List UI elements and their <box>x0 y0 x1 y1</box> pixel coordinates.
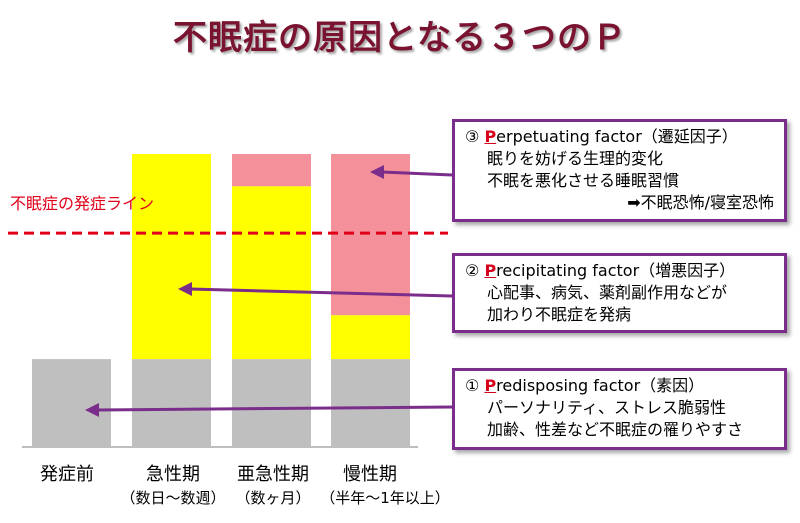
arrow-perpetuating <box>381 170 453 177</box>
category-note-chronic: （半年～1年以上） <box>320 489 450 507</box>
annotation-precipitating: ② Precipitating factor（増悪因子） 心配事、病気、薬剤副作… <box>452 253 787 333</box>
bar-chronic-precipitating <box>331 315 410 360</box>
arrow-precipitating <box>189 287 453 298</box>
annotation-perpetuating-marker: ③ <box>465 127 480 146</box>
bar-acute-predisposing <box>132 359 211 447</box>
category-label-chronic: 慢性期 <box>343 464 397 485</box>
annotation-predisposing: ① Predisposing factor（素因） パーソナリティ、ストレス脆弱… <box>452 368 787 450</box>
arrow-predisposing <box>96 405 453 412</box>
annotation-predisposing-letter: P <box>484 376 497 395</box>
bar-subacute-precipitating <box>232 186 311 360</box>
annotation-precipitating-marker: ② <box>465 261 480 280</box>
annotation-precipitating-name: recipitating factor（増悪因子） <box>496 261 736 280</box>
bar-subacute-predisposing <box>232 359 311 447</box>
threshold-label: 不眠症の発症ライン <box>10 194 155 213</box>
annotation-predisposing-line-1: パーソナリティ、ストレス脆弱性 <box>487 398 727 417</box>
annotation-precipitating-line-1: 心配事、病気、薬剤副作用などが <box>487 283 728 302</box>
annotation-perpetuating-heading: ③ Perpetuating factor（遷延因子） <box>465 126 774 148</box>
category-label-acute: 急性期 <box>146 464 200 485</box>
annotation-perpetuating-line-3: ➡不眠恐怖/寝室恐怖 <box>627 193 774 212</box>
annotation-precipitating-letter: P <box>484 261 497 280</box>
category-label-subacute: 亜急性期 <box>237 464 309 485</box>
bar-pre-predisposing <box>32 359 111 447</box>
annotation-predisposing-name: redisposing factor（素因） <box>496 376 705 395</box>
bar-subacute-perpetuating <box>232 154 311 187</box>
annotation-perpetuating-letter: P <box>484 127 497 146</box>
arrowhead-perpetuating <box>370 165 384 179</box>
annotation-precipitating-heading: ② Precipitating factor（増悪因子） <box>465 260 774 282</box>
annotation-predisposing-line-2: 加齢、性差など不眠症の罹りやすさ <box>487 420 744 439</box>
arrowhead-predisposing <box>85 403 99 417</box>
annotation-perpetuating-line-2: 不眠を悪化させる睡眠習慣 <box>487 171 680 190</box>
page-title: 不眠症の原因となる３つのＰ <box>173 18 627 58</box>
annotation-precipitating-line-2: 加わり不眠症を発病 <box>487 305 632 324</box>
arrowhead-precipitating <box>178 282 192 296</box>
category-label-pre: 発症前 <box>40 464 94 485</box>
annotation-perpetuating: ③ Perpetuating factor（遷延因子） 眠りを妨げる生理的変化 … <box>452 119 787 222</box>
annotation-predisposing-heading: ① Predisposing factor（素因） <box>465 375 774 397</box>
bar-chronic-predisposing <box>331 359 410 447</box>
annotation-perpetuating-name: erpetuating factor（遷延因子） <box>496 127 738 146</box>
annotation-predisposing-marker: ① <box>465 376 480 395</box>
annotation-perpetuating-line-1: 眠りを妨げる生理的変化 <box>487 149 664 168</box>
bar-acute-precipitating <box>132 154 211 360</box>
category-note-acute: （数日～数週） <box>120 489 226 507</box>
category-note-subacute: （数ヶ月） <box>235 489 311 507</box>
